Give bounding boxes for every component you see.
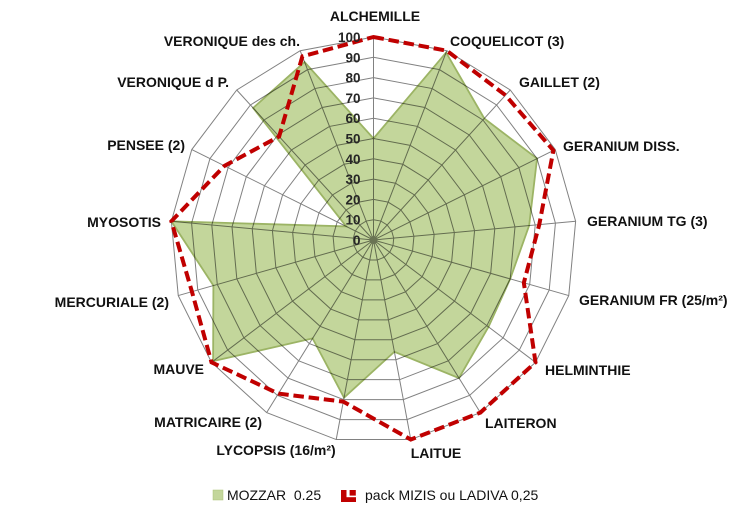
svg-text:10: 10	[345, 213, 360, 228]
svg-text:PENSEE (2): PENSEE (2)	[107, 137, 185, 153]
svg-text:pack MIZIS ou LADIVA 0,25: pack MIZIS ou LADIVA 0,25	[365, 487, 538, 503]
svg-text:60: 60	[345, 111, 360, 126]
svg-text:GERANIUM FR (25/m²): GERANIUM FR (25/m²)	[579, 292, 728, 308]
svg-text:20: 20	[345, 192, 360, 207]
svg-text:COQUELICOT (3): COQUELICOT (3)	[450, 33, 564, 49]
svg-text:MOZZAR 0.25: MOZZAR 0.25	[227, 487, 321, 503]
svg-text:MATRICAIRE (2): MATRICAIRE (2)	[154, 414, 262, 430]
svg-text:90: 90	[345, 50, 360, 65]
svg-text:VERONIQUE des ch.: VERONIQUE des ch.	[164, 33, 300, 49]
svg-text:LYCOPSIS (16/m²): LYCOPSIS (16/m²)	[216, 442, 335, 458]
svg-text:100: 100	[338, 30, 361, 45]
svg-text:40: 40	[345, 152, 360, 167]
svg-text:0: 0	[353, 233, 361, 248]
svg-text:50: 50	[345, 132, 360, 147]
svg-text:VERONIQUE d P.: VERONIQUE d P.	[117, 74, 229, 90]
svg-text:HELMINTHIE: HELMINTHIE	[545, 362, 631, 378]
svg-text:80: 80	[345, 71, 360, 86]
svg-text:MYOSOTIS: MYOSOTIS	[87, 214, 161, 230]
svg-text:30: 30	[345, 172, 360, 187]
svg-text:GAILLET (2): GAILLET (2)	[519, 74, 600, 90]
svg-text:MAUVE: MAUVE	[153, 361, 204, 377]
svg-text:LAITUE: LAITUE	[411, 445, 462, 461]
svg-text:MERCURIALE (2): MERCURIALE (2)	[55, 294, 169, 310]
svg-text:GERANIUM TG (3): GERANIUM TG (3)	[587, 213, 708, 229]
svg-text:GERANIUM DISS.: GERANIUM DISS.	[563, 138, 680, 154]
svg-text:ALCHEMILLE: ALCHEMILLE	[330, 8, 420, 24]
svg-text:70: 70	[345, 91, 360, 106]
svg-text:LAITERON: LAITERON	[485, 415, 557, 431]
